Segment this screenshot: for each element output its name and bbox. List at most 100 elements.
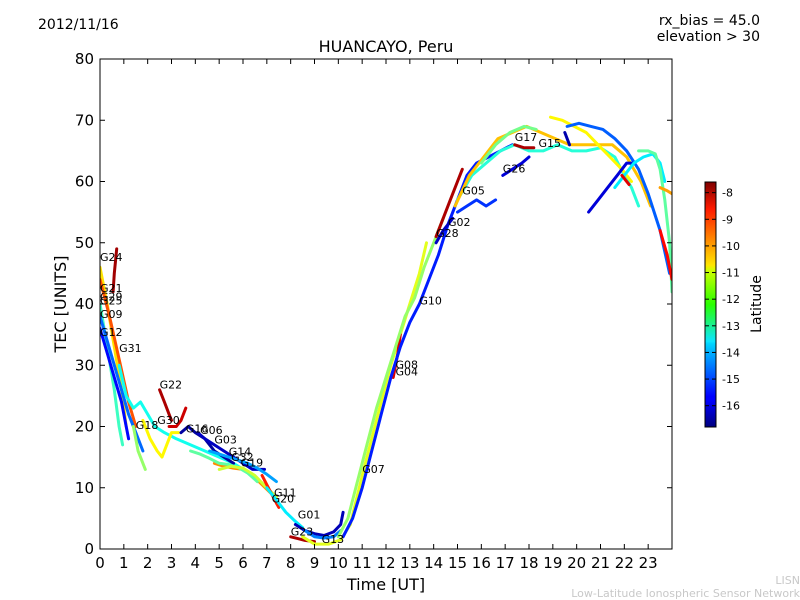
series-g39: [613, 152, 667, 190]
series-g20: [265, 486, 305, 530]
satellite-label-g15: G15: [539, 137, 562, 150]
x-tick-label: 7: [262, 554, 272, 572]
series-g06: [196, 431, 266, 471]
x-axis-label: Time [UT]: [346, 575, 425, 594]
series-g38: [587, 161, 636, 214]
colorbar-tick-label: -16: [722, 400, 740, 413]
series-g13: [303, 529, 343, 540]
satellite-label-g01: G01: [298, 508, 321, 521]
series-g41: [658, 186, 672, 196]
satellite-label-g31: G31: [119, 342, 142, 355]
satellite-label-g32: G32: [231, 451, 254, 464]
y-tick-label: 80: [75, 50, 94, 68]
elevation-label: elevation > 30: [656, 29, 760, 45]
x-tick-label: 12: [376, 554, 395, 572]
x-tick-label: 5: [214, 554, 224, 572]
x-tick-label: 0: [95, 554, 105, 572]
colorbar-tick-label: -13: [722, 320, 740, 333]
satellite-label-g07: G07: [362, 463, 385, 476]
y-tick-label: 50: [75, 234, 94, 252]
satellite-label-g02: G02: [448, 216, 471, 229]
x-tick-label: 8: [286, 554, 296, 572]
y-tick-label: 70: [75, 111, 94, 129]
footer-logo-text: LISN: [775, 574, 800, 587]
satellite-label-g05: G05: [462, 184, 485, 197]
series-g32: [189, 449, 259, 484]
colorbar-tick-label: -8: [722, 187, 733, 200]
satellite-label-g25: G25: [100, 295, 123, 308]
x-tick-label: 16: [472, 554, 491, 572]
series-g30: [167, 406, 188, 428]
series-g43: [658, 229, 672, 281]
series-g28: [434, 167, 464, 239]
series-g21: [100, 265, 128, 428]
satellite-label-g22: G22: [160, 379, 183, 392]
colorbar: [704, 181, 717, 428]
footer: LISN Low-Latitude Ionospheric Sensor Net…: [571, 574, 800, 600]
x-tick-label: 20: [567, 554, 586, 572]
satellite-label-g17: G17: [515, 131, 538, 144]
series-g26: [501, 155, 531, 177]
satellite-label-g16: G16: [186, 423, 209, 436]
y-tick-label: 30: [75, 356, 94, 374]
series-g05: [456, 198, 498, 214]
plot-area: [100, 59, 672, 549]
satellite-label-g06: G06: [200, 424, 223, 437]
x-tick-label: 14: [424, 554, 443, 572]
series-g03: [208, 449, 278, 484]
y-axis: 0 10 20 30 40 50 60 70 80: [75, 50, 672, 558]
x-tick-label: 11: [353, 554, 372, 572]
x-tick-label: 6: [238, 554, 248, 572]
x-tick-label: 22: [615, 554, 634, 572]
series-g33: [141, 418, 181, 459]
x-tick-label: 9: [310, 554, 320, 572]
colorbar-tick-label: -11: [722, 267, 740, 280]
x-tick-label: 1: [119, 554, 129, 572]
y-tick-label: 20: [75, 418, 94, 436]
x-tick-label: 3: [167, 554, 177, 572]
satellite-label-g20: G20: [272, 492, 295, 505]
series-g35: [549, 115, 633, 183]
colorbar-tick-label: -9: [722, 213, 733, 226]
series-g42: [620, 173, 631, 187]
series-g36: [565, 121, 672, 275]
y-tick-label: 40: [75, 295, 94, 313]
satellite-label-g12: G12: [100, 326, 123, 339]
satellite-label-g14: G14: [229, 445, 252, 458]
satellite-label-g13: G13: [322, 533, 345, 546]
x-tick-label: 15: [448, 554, 467, 572]
y-tick-label: 60: [75, 173, 94, 191]
x-tick-label: 17: [496, 554, 515, 572]
series-g27: [453, 124, 653, 208]
series-g24: [111, 247, 119, 294]
satellite-label-g09: G09: [100, 308, 123, 321]
series-layer: [100, 115, 672, 546]
series-g04: [336, 216, 445, 539]
x-tick-label: 13: [400, 554, 419, 572]
series-g34: [479, 124, 538, 165]
date-label: 2012/11/16: [38, 17, 119, 33]
x-tick-label: 10: [329, 554, 348, 572]
series-g12: [100, 327, 131, 441]
satellite-label-g11: G11: [274, 486, 297, 499]
chart-title: HUANCAYO, Peru: [319, 37, 454, 56]
satellite-label-g03: G03: [214, 434, 237, 447]
x-tick-label: 19: [543, 554, 562, 572]
colorbar-tick-label: -14: [722, 346, 740, 359]
x-tick-label: 21: [591, 554, 610, 572]
series-g22: [158, 388, 173, 422]
satellite-label-g28: G28: [436, 227, 459, 240]
x-tick-label: 4: [191, 554, 201, 572]
satellite-label-g04: G04: [396, 366, 419, 379]
footer-network-name: Low-Latitude Ionospheric Sensor Network: [571, 587, 800, 600]
colorbar-ticks: -8 -9 -10 -11 -12 -13 -14 -15 -16: [705, 187, 740, 413]
x-tick-label: 23: [639, 554, 658, 572]
x-axis: 0 1 2 3 4 5 6 7 8 9 10 11 12 13 14 15 16 17 18 19 20 21 22 23: [95, 59, 658, 572]
satellite-label-g30: G30: [157, 414, 180, 427]
satellite-label-g10: G10: [419, 295, 442, 308]
filter-info: rx_bias = 45.0 elevation > 30: [657, 13, 760, 45]
colorbar-tick-label: -10: [722, 240, 740, 253]
rx-bias-label: rx_bias = 45.0: [658, 13, 760, 29]
